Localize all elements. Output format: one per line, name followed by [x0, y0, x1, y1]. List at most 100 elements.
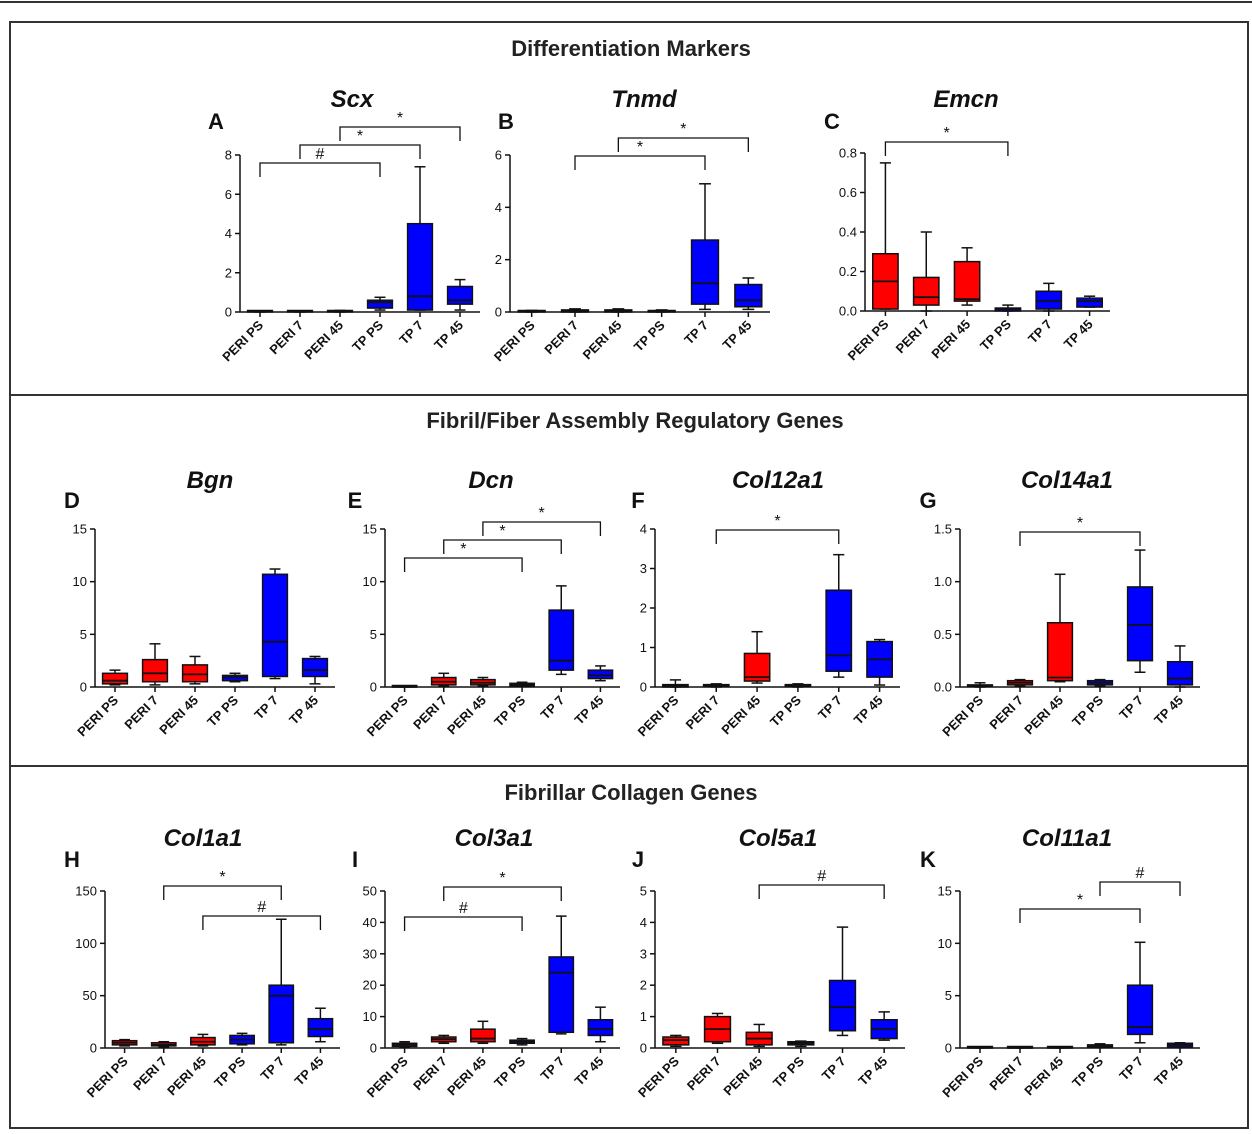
y-tick-label: 0.6: [839, 185, 857, 200]
box-peri-7: [1006, 1045, 1034, 1049]
significance-bracket: *: [715, 513, 840, 544]
significance-bracket: *: [299, 128, 421, 159]
panel-title: Col3a1: [455, 825, 534, 852]
box-tp-ps: [509, 681, 535, 688]
y-tick-label: 1: [640, 1009, 647, 1024]
bracket-line: [617, 137, 749, 152]
x-tick-label: PERI PS: [635, 1053, 682, 1100]
significance-mark: *: [637, 139, 643, 156]
y-tick-label: 3: [640, 946, 647, 961]
x-tick-label: TP 45: [1151, 1054, 1186, 1089]
box-tp-ps: [647, 309, 676, 313]
x-tick-label: TP 45: [572, 693, 607, 728]
bracket-line: [259, 162, 381, 177]
y-tick-label: 50: [83, 988, 97, 1003]
x-tick-label: TP PS: [977, 316, 1014, 353]
panel-letter: E: [348, 488, 363, 513]
box-tp-ps: [509, 1037, 535, 1046]
box-peri-ps: [662, 1034, 690, 1048]
x-tick-label: TP PS: [349, 317, 386, 354]
y-tick-label: 0: [640, 1041, 647, 1056]
y-tick-label: 3: [640, 561, 647, 576]
box-peri-45: [1046, 1045, 1074, 1049]
bracket-line: [884, 141, 1009, 156]
box-tp-7: [1126, 941, 1154, 1044]
x-tick-label: PERI 7: [986, 1054, 1026, 1094]
box-tp-ps: [994, 304, 1022, 312]
y-tick-label: 5: [640, 884, 647, 899]
significance-bracket: #: [259, 146, 381, 177]
box-peri-7: [430, 672, 457, 687]
x-tick-label: TP PS: [491, 1053, 528, 1090]
x-tick-label: PERI 7: [541, 318, 581, 358]
significance-mark: *: [499, 870, 505, 887]
x-tick-label: PERI PS: [491, 317, 538, 364]
significance-bracket: *: [574, 139, 706, 170]
x-tick-label: TP PS: [211, 1053, 248, 1090]
box-iqr: [141, 658, 169, 683]
box-peri-ps: [872, 162, 899, 310]
x-tick-label: PERI 45: [444, 693, 489, 738]
x-tick-label: TP PS: [204, 692, 241, 729]
box-tp-ps: [784, 683, 812, 688]
box-iqr: [1076, 297, 1103, 308]
box-tp-ps: [787, 1040, 815, 1048]
significance-bracket: #: [1099, 865, 1181, 896]
y-tick-label: 6: [495, 148, 502, 163]
y-tick-label: 0: [90, 1041, 97, 1056]
x-tick-label: PERI PS: [364, 1053, 411, 1100]
section-frame-fibril-assembly: [9, 394, 1249, 767]
significance-mark: *: [680, 121, 686, 138]
box-peri-45: [326, 309, 354, 313]
box-iqr: [912, 276, 940, 306]
panel-title: Col12a1: [732, 467, 824, 494]
box-tp-45: [446, 278, 474, 311]
panel-letter: G: [919, 488, 936, 513]
section-title-fibrillar-collagen: Fibrillar Collagen Genes: [504, 780, 757, 805]
box-iqr: [825, 589, 853, 672]
box-peri-45: [181, 655, 209, 685]
significance-mark: *: [357, 128, 363, 145]
box-iqr: [101, 672, 129, 685]
x-tick-label: TP 45: [292, 1054, 327, 1089]
y-tick-label: 30: [363, 946, 377, 961]
box-tp-45: [301, 655, 329, 685]
box-tp-7: [261, 568, 289, 680]
panel-letter: A: [208, 109, 224, 134]
y-tick-label: 15: [73, 522, 87, 537]
x-tick-label: TP 7: [1025, 317, 1055, 347]
significance-bracket: #: [758, 868, 885, 899]
box-iqr: [181, 664, 209, 683]
box-iqr: [1126, 586, 1154, 662]
box-tp-7: [1126, 549, 1154, 674]
x-tick-label: PERI PS: [939, 692, 986, 739]
box-tp-ps: [221, 672, 249, 683]
box-peri-7: [430, 1034, 457, 1045]
box-tp-45: [587, 665, 614, 682]
box-peri-45: [470, 1020, 496, 1045]
x-tick-label: TP 45: [1151, 693, 1186, 728]
y-tick-label: 100: [75, 936, 97, 951]
box-iqr: [548, 956, 575, 1034]
panel-letter: K: [920, 847, 936, 872]
x-tick-label: PERI PS: [635, 692, 682, 739]
box-tp-45: [1076, 295, 1103, 308]
x-tick-label: PERI PS: [219, 317, 266, 364]
y-tick-label: 2: [640, 978, 647, 993]
y-tick-label: 10: [73, 574, 87, 589]
x-tick-label: TP 7: [396, 318, 426, 348]
box-iqr: [953, 260, 981, 302]
significance-mark: #: [459, 900, 468, 917]
box-iqr: [587, 669, 614, 680]
bracket-line: [339, 126, 461, 141]
y-tick-label: 0: [225, 305, 232, 320]
significance-bracket: *: [884, 125, 1009, 156]
panel-title: Col5a1: [739, 825, 818, 852]
y-tick-label: 15: [363, 522, 377, 537]
significance-bracket: *: [617, 121, 749, 152]
